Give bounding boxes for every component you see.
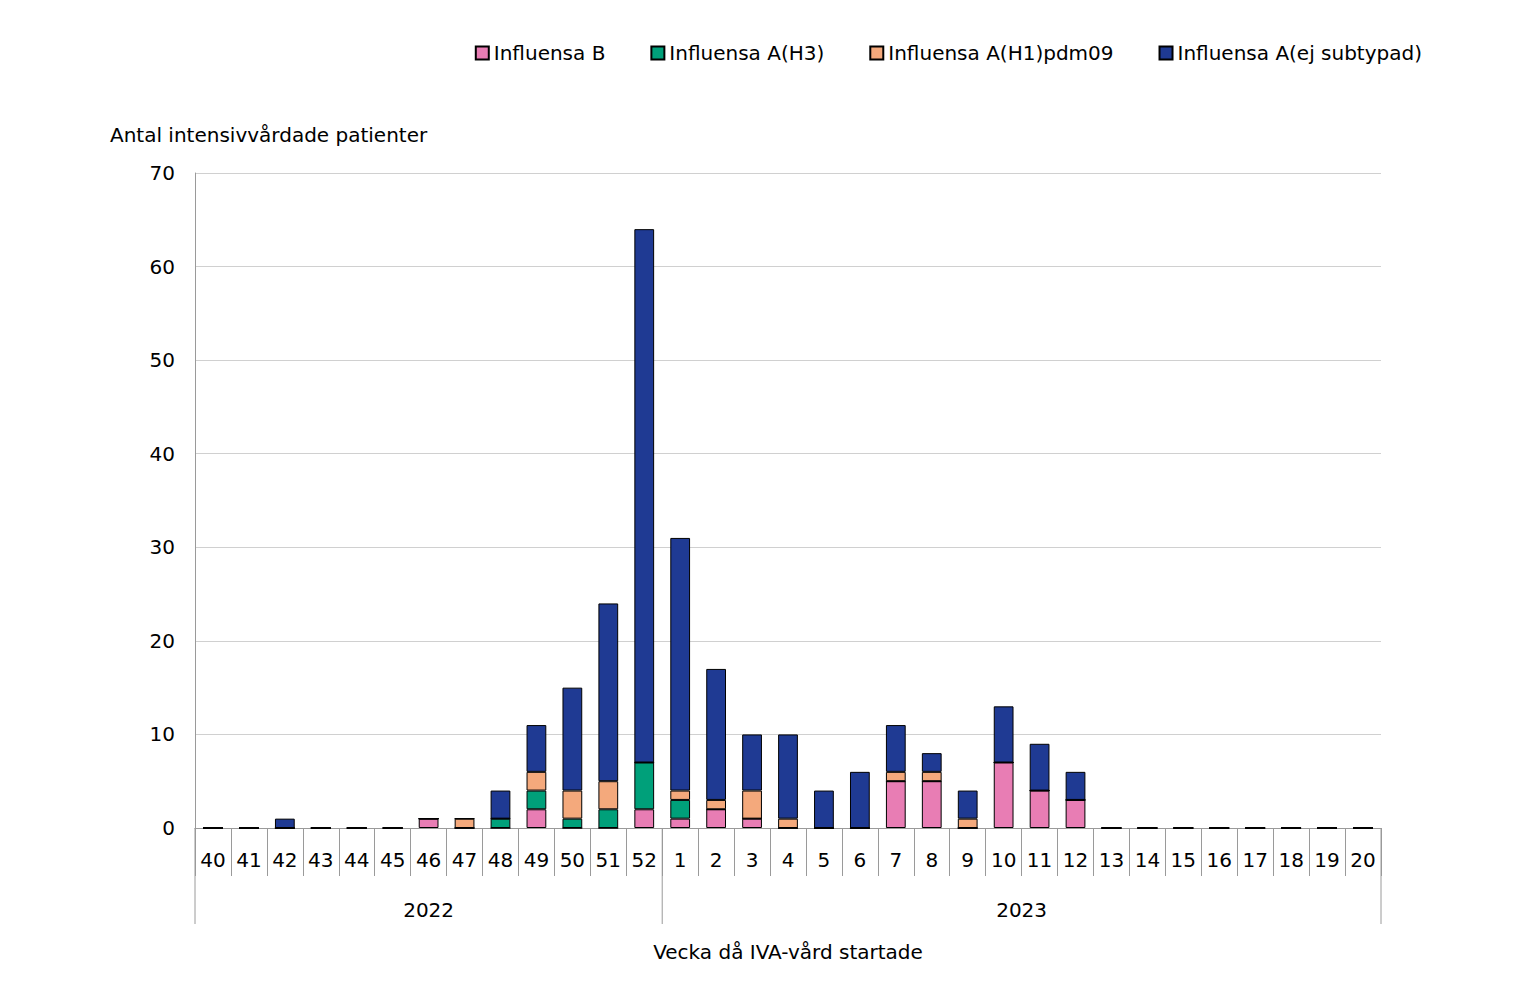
svg-text:14: 14 xyxy=(1135,848,1160,872)
svg-text:5: 5 xyxy=(818,848,831,872)
svg-text:47: 47 xyxy=(452,848,477,872)
svg-text:13: 13 xyxy=(1099,848,1124,872)
svg-text:43: 43 xyxy=(308,848,333,872)
svg-text:1: 1 xyxy=(674,848,687,872)
svg-text:40: 40 xyxy=(200,848,225,872)
svg-text:12: 12 xyxy=(1063,848,1088,872)
svg-text:Influensa A(H3): Influensa A(H3) xyxy=(669,41,824,65)
svg-text:7: 7 xyxy=(889,848,902,872)
svg-text:48: 48 xyxy=(488,848,513,872)
svg-text:44: 44 xyxy=(344,848,369,872)
svg-text:50: 50 xyxy=(150,348,175,372)
svg-text:45: 45 xyxy=(380,848,405,872)
svg-text:2023: 2023 xyxy=(996,898,1047,922)
svg-text:15: 15 xyxy=(1171,848,1196,872)
svg-text:4: 4 xyxy=(782,848,795,872)
svg-text:42: 42 xyxy=(272,848,297,872)
svg-text:Influensa A(H1)pdm09: Influensa A(H1)pdm09 xyxy=(888,41,1113,65)
svg-text:0: 0 xyxy=(162,816,175,840)
svg-text:2022: 2022 xyxy=(403,898,454,922)
svg-text:17: 17 xyxy=(1242,848,1267,872)
svg-text:6: 6 xyxy=(854,848,867,872)
svg-text:Influensa A(ej subtypad): Influensa A(ej subtypad) xyxy=(1178,41,1422,65)
svg-text:60: 60 xyxy=(150,255,175,279)
svg-text:8: 8 xyxy=(925,848,938,872)
svg-text:49: 49 xyxy=(524,848,549,872)
svg-text:Antal intensivvårdade patiente: Antal intensivvårdade patienter xyxy=(110,123,428,147)
svg-text:41: 41 xyxy=(236,848,261,872)
svg-text:20: 20 xyxy=(1350,848,1375,872)
svg-text:Vecka då IVA-vård startade: Vecka då IVA-vård startade xyxy=(653,940,923,964)
svg-text:30: 30 xyxy=(150,535,175,559)
svg-text:10: 10 xyxy=(991,848,1016,872)
svg-text:51: 51 xyxy=(596,848,621,872)
svg-text:70: 70 xyxy=(150,161,175,185)
svg-text:19: 19 xyxy=(1314,848,1339,872)
svg-text:16: 16 xyxy=(1207,848,1232,872)
svg-text:10: 10 xyxy=(150,722,175,746)
svg-text:40: 40 xyxy=(150,442,175,466)
svg-text:2: 2 xyxy=(710,848,723,872)
svg-text:46: 46 xyxy=(416,848,441,872)
svg-text:50: 50 xyxy=(560,848,585,872)
svg-text:20: 20 xyxy=(150,629,175,653)
svg-text:11: 11 xyxy=(1027,848,1052,872)
svg-text:3: 3 xyxy=(746,848,759,872)
svg-text:9: 9 xyxy=(961,848,974,872)
svg-text:Influensa B: Influensa B xyxy=(494,41,606,65)
svg-text:18: 18 xyxy=(1278,848,1303,872)
svg-text:52: 52 xyxy=(632,848,657,872)
